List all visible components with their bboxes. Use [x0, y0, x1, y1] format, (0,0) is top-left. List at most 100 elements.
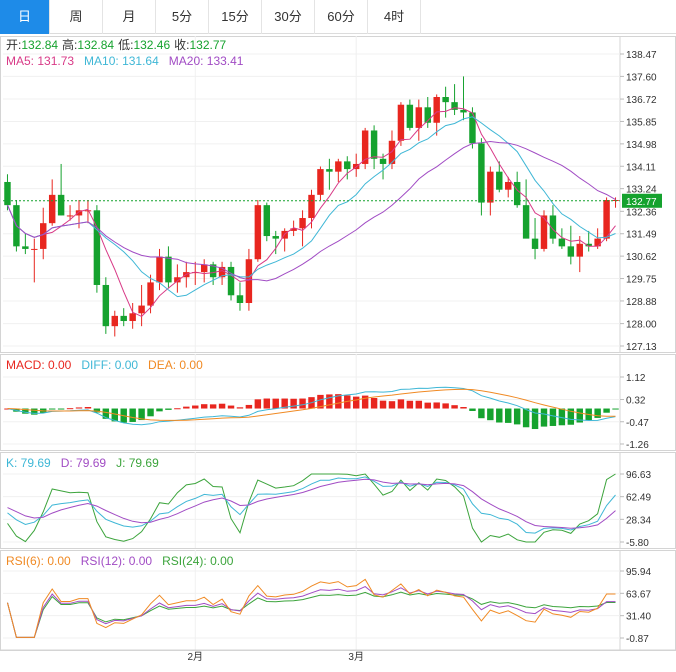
tick-label-price: 135.85	[626, 117, 657, 128]
candle-body	[165, 256, 172, 283]
candle-body	[174, 277, 181, 283]
macd-bar	[370, 398, 378, 409]
macd-bar	[183, 406, 190, 409]
candle-body	[424, 107, 431, 123]
tick-label-rsi: 63.67	[626, 589, 651, 600]
macd-bar	[344, 395, 351, 409]
candle-body	[576, 243, 583, 257]
tick-label-price: 134.98	[626, 140, 657, 151]
close-value: 132.77	[189, 38, 226, 52]
d-legend: D: 79.69	[61, 456, 107, 470]
macd-bar	[84, 406, 92, 409]
tick-label-macd: 0.32	[626, 396, 646, 407]
high-label: 高:	[62, 37, 77, 52]
candle-body	[415, 107, 423, 128]
macd-bar	[442, 403, 449, 409]
macd-bar	[236, 407, 244, 409]
candle-body	[451, 102, 458, 110]
candle-body	[263, 205, 271, 237]
x-label: 2月	[187, 651, 203, 663]
macd-bar	[48, 408, 56, 410]
last-price-label: 132.77	[626, 197, 657, 208]
candle-body	[460, 109, 467, 113]
macd-bar	[227, 405, 235, 409]
macd-bar	[111, 408, 118, 422]
candle-body	[48, 194, 56, 224]
ma20-legend: MA20: 133.41	[169, 54, 244, 68]
candle-body	[75, 210, 83, 216]
candle-body	[129, 313, 136, 322]
macd-bar	[478, 408, 485, 419]
tick-label-rsi: 95.94	[626, 567, 651, 578]
ma5-line	[7, 107, 616, 317]
tab-6[interactable]: 60分	[315, 0, 368, 34]
tab-0[interactable]: 日	[0, 0, 50, 34]
tick-label-macd: 1.12	[626, 373, 646, 384]
candle-body	[254, 205, 262, 260]
macd-bar	[406, 400, 414, 409]
candle-body	[505, 181, 512, 190]
high-value: 132.84	[77, 38, 114, 52]
tab-7[interactable]: 4时	[368, 0, 421, 34]
candle-body	[308, 194, 315, 219]
candle-body	[406, 104, 414, 128]
macd-bar	[424, 402, 431, 409]
tick-label-price: 127.13	[626, 342, 657, 353]
legend-row: K: 79.69 D: 79.69 J: 79.69	[6, 456, 159, 470]
macd-bar	[540, 408, 548, 427]
macd-bar	[66, 408, 74, 410]
tab-3[interactable]: 5分	[156, 0, 209, 34]
macd-bar	[218, 403, 226, 409]
tick-label-price: 138.47	[626, 50, 657, 61]
candle-body	[531, 238, 539, 249]
ma10-line	[7, 116, 616, 298]
candle-body	[245, 259, 253, 303]
candle-body	[4, 181, 11, 206]
tab-4[interactable]: 15分	[209, 0, 262, 34]
dea-line	[7, 388, 616, 421]
candle-body	[433, 97, 440, 123]
tick-label-price: 132.36	[626, 207, 657, 218]
candle-body	[147, 282, 154, 306]
candle-body	[317, 169, 324, 195]
candle-body	[290, 228, 297, 231]
macd-bar	[245, 404, 253, 409]
macd-bar	[317, 394, 324, 409]
macd-bar	[522, 408, 530, 428]
j-line	[7, 473, 616, 543]
legend-row: 开:132.84 高:132.84 低:132.46 收:132.77	[6, 37, 227, 52]
ma20-line	[7, 140, 616, 282]
tab-5[interactable]: 30分	[262, 0, 315, 34]
macd-bar	[174, 408, 181, 410]
candle-body	[22, 246, 29, 249]
tick-label-price: 136.72	[626, 95, 657, 106]
candle-body	[585, 243, 592, 247]
candle-body	[156, 256, 163, 283]
macd-bar	[200, 404, 208, 409]
macd-bar	[4, 408, 11, 410]
tick-label-price: 128.00	[626, 320, 657, 331]
j-legend: J: 79.69	[116, 456, 159, 470]
candle-body	[335, 161, 342, 172]
candle-body	[388, 140, 396, 164]
candle-body	[209, 264, 217, 278]
candle-body	[442, 97, 449, 103]
macd-bar	[102, 408, 110, 419]
macd-bar	[147, 408, 154, 417]
rsi6-legend: RSI(6): 0.00	[6, 554, 71, 568]
tab-2[interactable]: 月	[103, 0, 156, 34]
open-value: 132.84	[21, 38, 58, 52]
dea-legend: DEA: 0.00	[148, 358, 203, 372]
macd-bar	[129, 408, 136, 422]
macd-bar	[335, 394, 342, 409]
macd-bar	[549, 408, 557, 426]
low-label: 低:	[118, 38, 133, 52]
macd-bar	[397, 399, 405, 409]
macd-bar	[361, 395, 369, 409]
legend-row: RSI(6): 0.00 RSI(12): 0.00 RSI(24): 0.00	[6, 554, 234, 568]
candle-body	[227, 266, 235, 296]
diff-legend: DIFF: 0.00	[81, 358, 138, 372]
legend-row: MACD: 0.00 DIFF: 0.00 DEA: 0.00	[6, 358, 203, 372]
candle-body	[567, 246, 575, 257]
tab-1[interactable]: 周	[50, 0, 103, 34]
